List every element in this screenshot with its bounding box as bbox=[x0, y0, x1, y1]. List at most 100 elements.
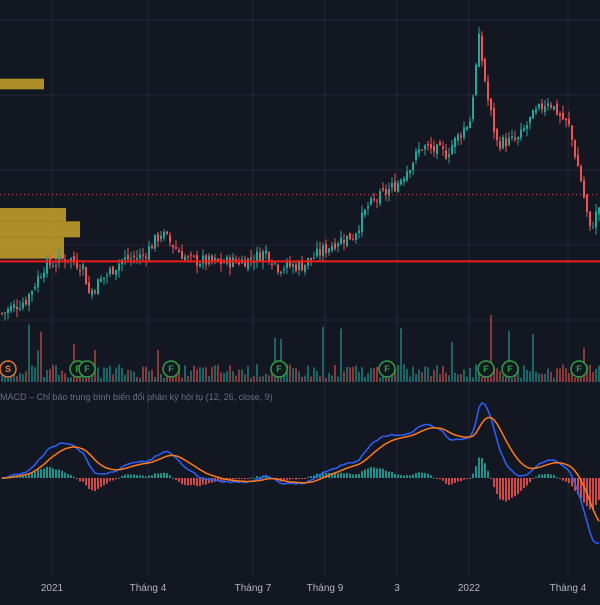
macd-histogram-bar bbox=[562, 478, 564, 481]
macd-histogram-bar bbox=[451, 478, 453, 485]
macd-histogram-bar bbox=[448, 478, 450, 485]
volume-bar bbox=[304, 375, 306, 382]
candle-body bbox=[55, 264, 57, 266]
volume-bar bbox=[532, 334, 534, 382]
candle-body bbox=[250, 257, 252, 260]
candle-body bbox=[463, 127, 465, 138]
macd-histogram-bar bbox=[508, 478, 510, 500]
volume-bar bbox=[274, 337, 276, 382]
candle-body bbox=[235, 258, 237, 262]
event-badge[interactable] bbox=[0, 360, 17, 378]
candle-body bbox=[568, 118, 570, 125]
macd-histogram-bar bbox=[91, 478, 93, 491]
volume-bar bbox=[196, 369, 198, 382]
macd-histogram-bar bbox=[19, 476, 21, 478]
volume-bar bbox=[493, 367, 495, 382]
volume-bar bbox=[382, 376, 384, 382]
event-badge[interactable] bbox=[570, 360, 588, 378]
macd-histogram-bar bbox=[457, 478, 459, 482]
volume-bar bbox=[247, 366, 249, 382]
volume-bar bbox=[385, 376, 387, 382]
signal-line bbox=[1, 416, 600, 522]
candle-body bbox=[532, 110, 534, 119]
candle-body bbox=[400, 180, 402, 185]
volume-bar bbox=[502, 375, 504, 382]
candle-body bbox=[541, 103, 543, 110]
x-tick-label: Tháng 7 bbox=[235, 583, 272, 594]
volume-bar bbox=[253, 375, 255, 382]
event-badge-label: F bbox=[483, 364, 489, 374]
candle-body bbox=[13, 304, 15, 309]
candle-body bbox=[94, 290, 96, 293]
macd-histogram-bar bbox=[292, 478, 294, 479]
candle-body bbox=[529, 116, 531, 123]
candle-body bbox=[262, 251, 264, 262]
volume-bar bbox=[121, 367, 123, 382]
event-badge[interactable] bbox=[378, 360, 396, 378]
volume-bar bbox=[289, 364, 291, 382]
candle-body bbox=[373, 199, 375, 201]
volume-bar bbox=[229, 365, 231, 382]
volume-bar bbox=[64, 373, 66, 382]
macd-histogram-bar bbox=[235, 478, 237, 480]
macd-histogram-bar bbox=[478, 457, 480, 478]
candle-body bbox=[4, 312, 6, 314]
volume-bar bbox=[496, 368, 498, 382]
volume-bar bbox=[97, 367, 99, 382]
macd-histogram-bar bbox=[559, 478, 561, 479]
macd-histogram-bar bbox=[121, 475, 123, 478]
candle-body bbox=[352, 239, 354, 241]
candle-body bbox=[598, 207, 600, 214]
macd-histogram-bar bbox=[97, 478, 99, 489]
macd-histogram-bar bbox=[334, 473, 336, 478]
volume-bar bbox=[43, 376, 45, 382]
event-badge[interactable] bbox=[501, 360, 519, 378]
volume-bar bbox=[313, 367, 315, 382]
volume-bar bbox=[547, 368, 549, 382]
macd-histogram-bar bbox=[169, 475, 171, 478]
volume-bar bbox=[292, 368, 294, 382]
volume-bar bbox=[46, 369, 48, 382]
candle-body bbox=[562, 113, 564, 120]
candle-body bbox=[592, 227, 594, 229]
candle-body bbox=[10, 306, 12, 312]
volume-profile bbox=[0, 78, 80, 259]
volume-bar bbox=[415, 373, 417, 382]
volume-bar bbox=[322, 327, 324, 382]
candle-body bbox=[472, 96, 474, 119]
candle-body bbox=[82, 264, 84, 270]
event-badge[interactable] bbox=[78, 360, 96, 378]
macd-histogram-bar bbox=[301, 478, 303, 480]
macd-histogram-bar bbox=[469, 477, 471, 479]
candle-body bbox=[289, 262, 291, 267]
candle-body bbox=[280, 271, 282, 274]
macd-histogram-bar bbox=[445, 478, 447, 484]
candle-body bbox=[514, 137, 516, 140]
volume-bar bbox=[31, 365, 33, 382]
volume-bar bbox=[418, 369, 420, 382]
volume-bar bbox=[406, 368, 408, 382]
volume-bar bbox=[286, 364, 288, 382]
macd-histogram-bar bbox=[547, 473, 549, 478]
volume-bar bbox=[130, 370, 132, 382]
volume-bar bbox=[265, 373, 267, 382]
macd-histogram-bar bbox=[118, 477, 120, 479]
candle-body bbox=[112, 266, 114, 275]
volume-bar bbox=[124, 374, 126, 382]
volume-bar bbox=[562, 364, 564, 382]
volume-bar bbox=[448, 375, 450, 382]
macd-histogram-bar bbox=[133, 474, 135, 478]
volume-bar bbox=[529, 371, 531, 382]
macd-histogram-bar bbox=[463, 478, 465, 480]
candle-body bbox=[238, 261, 240, 265]
event-badge[interactable] bbox=[270, 360, 288, 378]
event-badge[interactable] bbox=[162, 360, 180, 378]
candle-body bbox=[283, 268, 285, 270]
event-badge[interactable] bbox=[477, 360, 495, 378]
volume-bar bbox=[202, 367, 204, 382]
candle-body bbox=[37, 276, 39, 288]
volume-bar bbox=[472, 377, 474, 382]
